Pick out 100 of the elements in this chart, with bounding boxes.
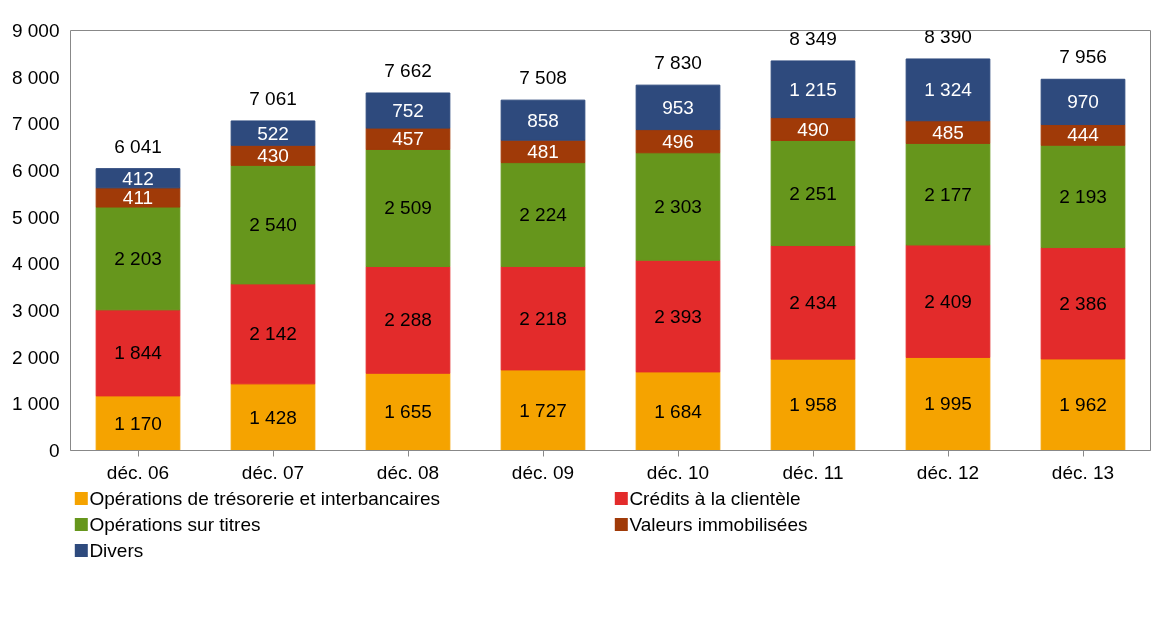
data-label: 1 655 (384, 401, 432, 423)
y-tick-label: 5 000 (11, 206, 60, 228)
data-label: 490 (797, 118, 829, 140)
data-label: 1 962 (1059, 394, 1107, 416)
data-label: 858 (527, 109, 559, 131)
y-tick-label: 2 000 (11, 346, 60, 368)
bar (635, 152, 721, 261)
data-label: 1 727 (519, 399, 567, 421)
y-tick-label: 1 000 (11, 393, 60, 415)
bar (1040, 247, 1126, 360)
bar (365, 372, 451, 451)
data-label: 1 215 (789, 78, 837, 100)
x-tick-label: déc. 12 (916, 461, 980, 483)
y-tick-label: 7 000 (11, 113, 60, 135)
data-label: 2 177 (924, 183, 972, 205)
y-tick-label: 6 000 (11, 160, 60, 181)
legend-label: Divers (89, 540, 144, 561)
bar (500, 369, 586, 451)
data-label: 1 684 (654, 400, 703, 422)
total-label: 7 061 (249, 87, 297, 109)
data-label: 2 303 (654, 196, 702, 217)
bar (500, 99, 586, 141)
data-label: 953 (662, 96, 694, 118)
bar (635, 84, 721, 131)
data-label: 1 995 (924, 393, 972, 415)
data-label: 411 (122, 186, 154, 208)
data-label: 1 428 (249, 406, 297, 428)
bar (1040, 144, 1126, 249)
data-label: 2 540 (249, 214, 297, 236)
x-tick-label: déc. 09 (511, 461, 575, 483)
x-tick-label: déc. 06 (106, 461, 170, 483)
bar (635, 259, 721, 373)
x-tick-label: déc. 07 (241, 461, 305, 483)
data-label: 2 288 (384, 309, 432, 331)
bar (95, 309, 181, 397)
data-label: 1 958 (789, 394, 837, 416)
y-tick-label: 9 000 (11, 20, 60, 41)
total-label: 7 956 (1059, 46, 1107, 68)
data-label: 1 170 (114, 412, 162, 434)
total-label: 7 662 (384, 59, 432, 81)
bar (1040, 358, 1126, 451)
data-label: 430 (257, 144, 289, 166)
bar (905, 142, 991, 246)
data-label: 412 (122, 167, 154, 189)
bar (365, 265, 451, 374)
total-label: 7 830 (654, 52, 702, 74)
data-label: 485 (932, 121, 964, 143)
bar (365, 148, 451, 267)
legend-label: Opérations sur titres (89, 514, 261, 535)
bar (95, 206, 181, 311)
data-label: 2 386 (1059, 292, 1107, 314)
data-label: 970 (1067, 91, 1099, 113)
y-tick-label: 3 000 (11, 300, 60, 321)
data-label: 522 (257, 122, 289, 144)
y-tick-label: 0 (48, 440, 60, 461)
x-tick-label: déc. 08 (376, 461, 440, 483)
bar (905, 244, 991, 358)
data-label: 752 (392, 100, 424, 122)
data-label: 2 218 (519, 307, 567, 329)
data-label: 2 409 (924, 290, 972, 312)
bar (365, 92, 451, 129)
bar (1040, 78, 1126, 126)
bar (230, 164, 316, 285)
legend-label: Opérations de trésorerie et interbancaires (89, 488, 441, 509)
data-label: 2 142 (249, 323, 297, 345)
data-label: 2 203 (114, 247, 162, 269)
total-label: 6 041 (114, 135, 162, 157)
data-label: 2 193 (1059, 185, 1107, 207)
x-tick-label: déc. 10 (646, 461, 710, 483)
y-tick-label: 4 000 (11, 253, 60, 275)
legend-label: Crédits à la clientèle (629, 488, 801, 509)
bar (770, 358, 856, 451)
data-label: 444 (1067, 124, 1100, 146)
data-label: 2 393 (654, 305, 702, 327)
bar (230, 383, 316, 451)
total-label: 8 390 (924, 25, 972, 47)
bar (500, 162, 586, 267)
data-label: 2 224 (519, 204, 568, 226)
bar (635, 371, 721, 451)
data-label: 1 324 (924, 79, 973, 101)
bar (95, 395, 181, 451)
bar (500, 265, 586, 371)
total-label: 8 349 (789, 27, 837, 49)
bar (770, 60, 856, 119)
bar (770, 245, 856, 360)
bar (95, 168, 181, 189)
data-label: 457 (392, 128, 424, 150)
bar (905, 58, 991, 122)
legend-label: Valeurs immobilisées (629, 514, 808, 535)
x-tick-label: déc. 13 (1051, 461, 1115, 483)
data-label: 2 434 (789, 291, 838, 313)
x-tick-label: déc. 11 (782, 461, 844, 483)
data-label: 2 509 (384, 197, 432, 219)
data-label: 2 251 (789, 182, 837, 204)
bar (770, 139, 856, 247)
data-label: 496 (662, 130, 694, 152)
total-label: 7 508 (519, 67, 567, 89)
y-tick-label: 8 000 (11, 66, 60, 88)
bar (230, 120, 316, 146)
bar (905, 356, 991, 451)
